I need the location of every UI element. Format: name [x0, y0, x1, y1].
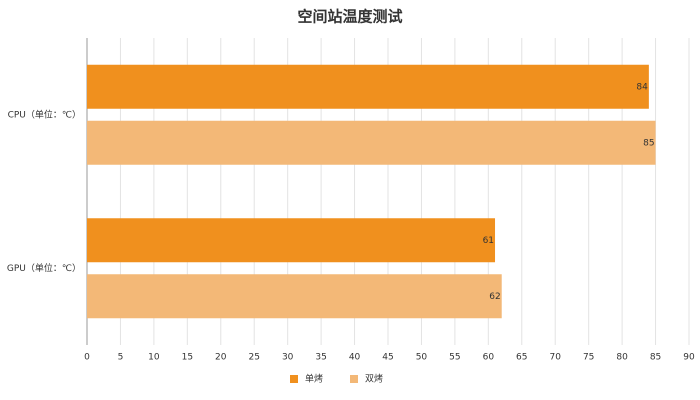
x-tick-label: 80 — [616, 353, 628, 363]
x-tick-label: 75 — [583, 353, 594, 363]
chart-title: 空间站温度测试 — [297, 8, 402, 26]
x-tick-label: 0 — [84, 353, 90, 363]
value-label: 84 — [636, 82, 648, 92]
value-label: 85 — [643, 138, 654, 148]
x-tick-label: 20 — [215, 353, 227, 363]
x-tick-label: 40 — [349, 353, 361, 363]
bar — [87, 120, 656, 165]
x-tick-label: 35 — [315, 353, 326, 363]
bar — [87, 274, 502, 319]
y-tick-label: CPU（单位：℃） — [8, 108, 81, 120]
x-tick-label: 60 — [483, 353, 495, 363]
x-tick-label: 10 — [148, 353, 160, 363]
x-tick-label: 85 — [650, 353, 661, 363]
value-label: 61 — [483, 236, 494, 246]
x-tick-label: 50 — [416, 353, 428, 363]
x-tick-label: 45 — [382, 353, 393, 363]
bar — [87, 64, 649, 109]
x-tick-label: 55 — [449, 353, 460, 363]
x-tick-label: 70 — [549, 353, 561, 363]
legend-swatch — [290, 375, 298, 383]
x-tick-label: 65 — [516, 353, 527, 363]
legend-label: 双烤 — [365, 373, 383, 385]
x-tick-label: 15 — [182, 353, 193, 363]
x-tick-label: 5 — [118, 353, 124, 363]
legend-swatch — [350, 375, 358, 383]
x-tick-label: 30 — [282, 353, 294, 363]
value-label: 62 — [489, 292, 500, 302]
x-tick-label: 90 — [683, 353, 695, 363]
x-tick-label: 25 — [248, 353, 259, 363]
y-tick-label: GPU（单位：℃） — [7, 262, 81, 274]
legend-label: 单烤 — [305, 373, 323, 385]
bar — [87, 218, 496, 263]
